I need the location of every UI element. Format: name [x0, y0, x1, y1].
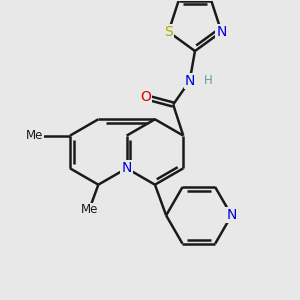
- Text: N: N: [216, 25, 226, 39]
- Text: H: H: [203, 74, 212, 88]
- Text: N: N: [122, 161, 132, 175]
- Text: N: N: [226, 208, 237, 222]
- Text: Me: Me: [26, 129, 43, 142]
- Text: Me: Me: [80, 203, 98, 216]
- Text: O: O: [140, 90, 151, 104]
- Text: N: N: [184, 74, 195, 88]
- Text: S: S: [164, 25, 173, 39]
